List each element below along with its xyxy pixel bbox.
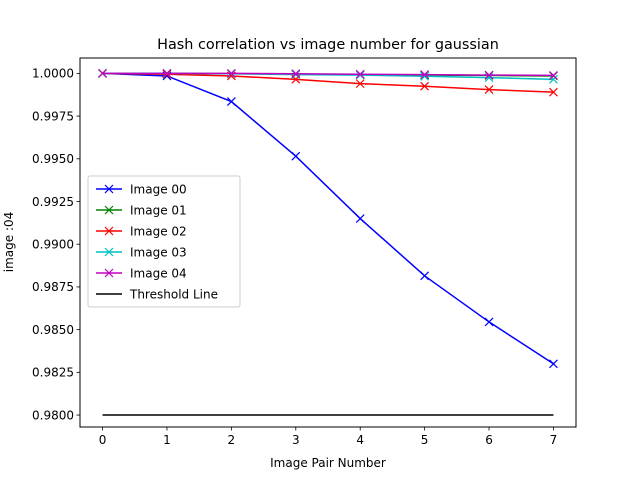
legend-item-image-00: Image 00 bbox=[96, 182, 187, 196]
data-point-image-04 bbox=[355, 69, 365, 79]
data-point-image-03 bbox=[420, 71, 430, 81]
x-tick-label: 4 bbox=[356, 433, 364, 447]
series-line-image-00 bbox=[102, 72, 554, 365]
y-tick-label: 0.9800 bbox=[32, 408, 74, 422]
series-line-image-04 bbox=[102, 72, 554, 77]
x-axis-label: Image Pair Number bbox=[270, 456, 386, 470]
x-tick-label: 2 bbox=[228, 433, 236, 447]
legend-item-threshold-line: Threshold Line bbox=[96, 287, 218, 301]
series-layer bbox=[98, 68, 558, 416]
legend-marker bbox=[104, 226, 114, 236]
data-point-image-00 bbox=[420, 271, 430, 281]
data-point-image-04 bbox=[549, 71, 558, 80]
x-tick-label: 3 bbox=[292, 433, 300, 447]
y-tick-label: 0.9975 bbox=[32, 109, 74, 123]
data-point-image-02 bbox=[420, 81, 430, 91]
legend-label: Image 04 bbox=[130, 266, 187, 280]
x-tick-label: 0 bbox=[99, 433, 107, 447]
legend-item-image-04: Image 04 bbox=[96, 266, 187, 280]
data-point-image-04 bbox=[420, 70, 430, 79]
legend-marker bbox=[104, 205, 114, 215]
series-image-04 bbox=[98, 68, 558, 80]
legend-item-image-02: Image 02 bbox=[96, 224, 187, 238]
data-point-image-03 bbox=[291, 70, 301, 79]
data-point-image-04 bbox=[226, 68, 236, 78]
y-tick-label: 0.9900 bbox=[32, 238, 74, 252]
x-tick-label: 5 bbox=[421, 433, 429, 447]
legend-marker bbox=[104, 268, 114, 278]
data-point-image-04 bbox=[98, 68, 107, 78]
legend-frame bbox=[87, 175, 241, 308]
data-point-image-02 bbox=[484, 85, 494, 95]
legend-label: Threshold Line bbox=[129, 287, 218, 301]
y-axis: 0.9800 0.9825 0.9850 0.9875 0.9900 0.9925 0.99… bbox=[32, 67, 80, 422]
data-point-image-00 bbox=[355, 214, 365, 224]
data-point-image-02 bbox=[355, 79, 365, 89]
y-tick-label: 0.9950 bbox=[32, 152, 74, 166]
data-point-image-04 bbox=[291, 69, 301, 79]
x-tick-label: 7 bbox=[550, 433, 558, 447]
data-point-image-02 bbox=[162, 69, 172, 79]
data-point-image-00 bbox=[226, 97, 236, 106]
y-tick-label: 0.9875 bbox=[32, 280, 74, 294]
data-point-image-03 bbox=[355, 70, 365, 80]
chart-title: Hash correlation vs image number for gau… bbox=[157, 37, 499, 53]
series-image-00 bbox=[98, 68, 558, 369]
y-tick-label: 0.9850 bbox=[32, 323, 74, 337]
data-point-image-00 bbox=[484, 317, 494, 327]
data-point-image-04 bbox=[162, 68, 172, 78]
data-point-image-04 bbox=[484, 70, 494, 80]
y-tick-label: 0.9825 bbox=[32, 366, 74, 380]
legend-label: Image 02 bbox=[130, 224, 187, 238]
legend-marker bbox=[104, 247, 114, 257]
x-axis: 0 1 2 3 4 5 6 7 bbox=[99, 427, 558, 447]
legend: Image 00 Image 01 Image 02 Image 03 Image 04… bbox=[87, 175, 241, 308]
y-tick-label: 0.9925 bbox=[32, 195, 74, 209]
legend-marker bbox=[104, 184, 114, 194]
y-axis-label: image :04 bbox=[2, 212, 16, 273]
legend-label: Image 03 bbox=[130, 245, 187, 259]
legend-label: Image 01 bbox=[130, 203, 187, 217]
data-point-image-00 bbox=[549, 359, 558, 369]
series-line-image-02 bbox=[102, 72, 554, 93]
data-point-image-00 bbox=[291, 151, 301, 161]
x-tick-label: 1 bbox=[163, 433, 171, 447]
legend-item-image-03: Image 03 bbox=[96, 245, 187, 259]
data-point-image-02 bbox=[549, 87, 558, 97]
y-tick-label: 1.0000 bbox=[32, 67, 74, 81]
legend-item-image-01: Image 01 bbox=[96, 203, 187, 217]
x-tick-label: 6 bbox=[485, 433, 493, 447]
data-point-image-03 bbox=[549, 74, 558, 84]
legend-label: Image 00 bbox=[130, 182, 187, 196]
